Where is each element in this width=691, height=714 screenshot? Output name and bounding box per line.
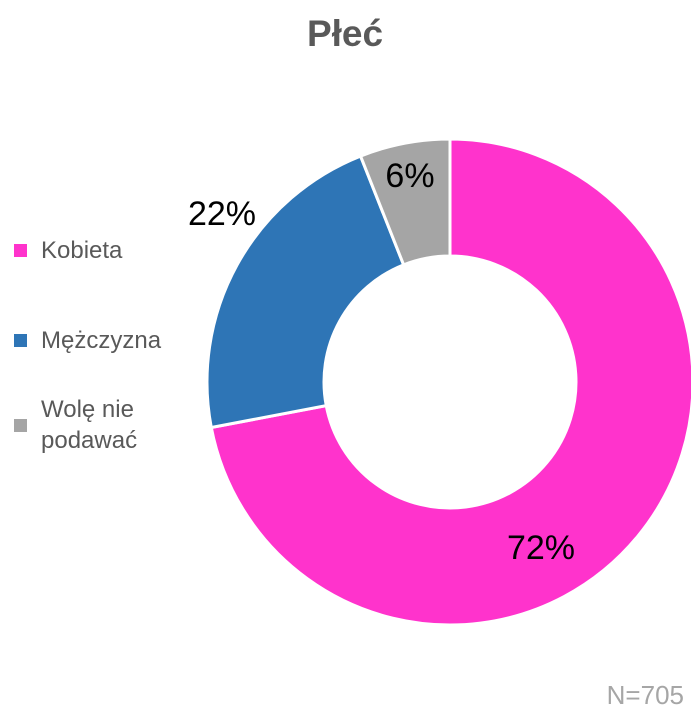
legend-label: Wolę nie podawać [41, 396, 138, 454]
data-label: 72% [507, 529, 575, 567]
legend-item: Kobieta [14, 219, 171, 281]
legend-label: Kobieta [41, 236, 123, 264]
legend-label: Mężczyzna [41, 326, 162, 354]
legend-swatch [14, 418, 27, 432]
data-label: 22% [188, 195, 256, 233]
donut-slice [205, 154, 406, 430]
legend-item: Mężczyzna [14, 309, 171, 371]
data-label: 6% [385, 157, 434, 195]
annotation: N=705 [607, 680, 684, 710]
chart-title: Płeć [307, 13, 383, 54]
donut-slice [358, 137, 452, 267]
legend-item: Wolę nie podawać [14, 394, 171, 456]
legend-swatch [14, 243, 27, 257]
legend-swatch [14, 333, 27, 347]
donut-slice [209, 137, 691, 627]
